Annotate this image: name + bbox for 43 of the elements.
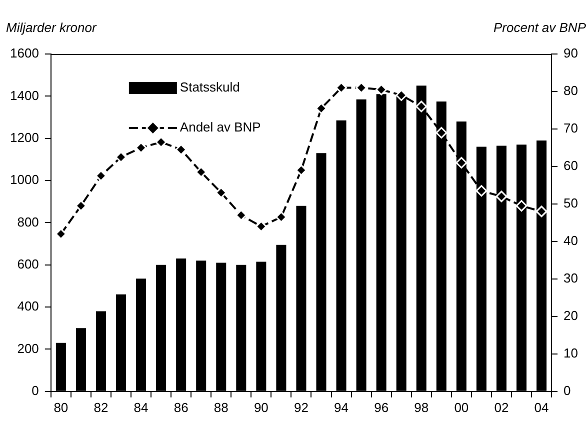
x-tick-label: 80 (54, 400, 68, 415)
point (536, 206, 548, 218)
y2-tick-label: 20 (564, 308, 578, 323)
y2-tick-label: 50 (564, 196, 578, 211)
y2-tick-label: 90 (564, 46, 578, 61)
y-tick-label: 600 (17, 256, 39, 272)
x-tick-label: 92 (294, 400, 308, 415)
y2-tick-label: 0 (564, 382, 571, 398)
x-tick-label: 94 (334, 400, 349, 415)
y-tick-label: 400 (17, 298, 39, 314)
y2-axis-title: Procent av BNP (494, 20, 586, 35)
y2-tick-label: 30 (564, 270, 578, 286)
x-tick-label: 02 (494, 400, 509, 415)
y-tick-label: 1600 (10, 46, 39, 61)
y-tick-label: 200 (17, 340, 39, 356)
point (496, 190, 508, 202)
y2-tick-label: 70 (564, 120, 578, 136)
y-tick-label: 1200 (10, 130, 39, 145)
y-tick-label: 1400 (10, 88, 39, 103)
y2-tick-label: 60 (564, 158, 578, 174)
legend-label: Andel av BNP (180, 120, 261, 135)
x-tick-label: 82 (94, 400, 108, 415)
legend-label: Statsskuld (180, 80, 240, 95)
x-tick-label: 88 (214, 400, 228, 415)
y-tick-label: 800 (17, 214, 39, 230)
point (476, 185, 488, 197)
x-tick-label: 04 (534, 400, 549, 415)
point (436, 126, 448, 138)
x-tick-label: 84 (134, 400, 148, 415)
x-tick-label: 90 (254, 400, 268, 415)
y-axis-title: Miljarder kronor (6, 20, 96, 35)
x-tick-label: 98 (414, 400, 429, 415)
x-tick-label: 86 (174, 400, 188, 415)
point (516, 200, 528, 212)
y2-tick-label: 10 (564, 345, 578, 360)
point (456, 156, 468, 168)
y-tick-label: 1000 (10, 172, 39, 188)
point (416, 100, 428, 112)
y2-tick-label: 80 (564, 83, 578, 98)
y-tick-label: 0 (32, 382, 39, 398)
y2-tick-label: 40 (564, 233, 578, 248)
x-tick-label: 00 (454, 400, 469, 415)
x-tick-label: 96 (374, 400, 389, 415)
